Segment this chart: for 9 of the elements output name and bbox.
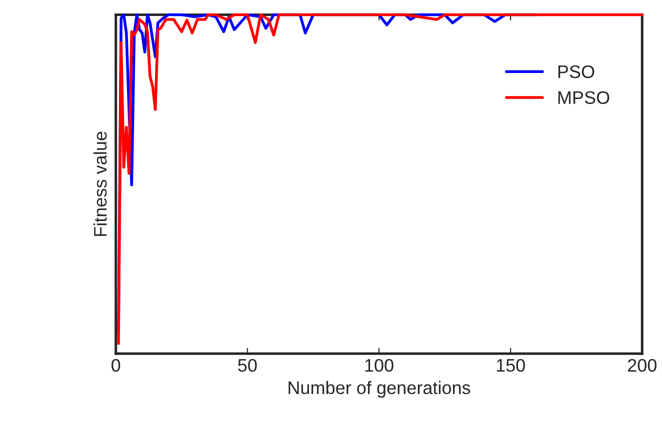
x-tick-label: 150 — [496, 358, 525, 372]
x-tick-label: 0 — [112, 358, 120, 372]
x-axis-title: Number of generations — [288, 380, 470, 398]
y-axis-title: Fitness value — [93, 132, 107, 236]
x-tick-label: 100 — [365, 358, 394, 372]
x-tick-label: 200 — [628, 358, 656, 372]
legend-label: MPSO — [558, 91, 610, 104]
legend-label: PSO — [558, 65, 594, 78]
x-tick-label: 50 — [238, 358, 257, 372]
